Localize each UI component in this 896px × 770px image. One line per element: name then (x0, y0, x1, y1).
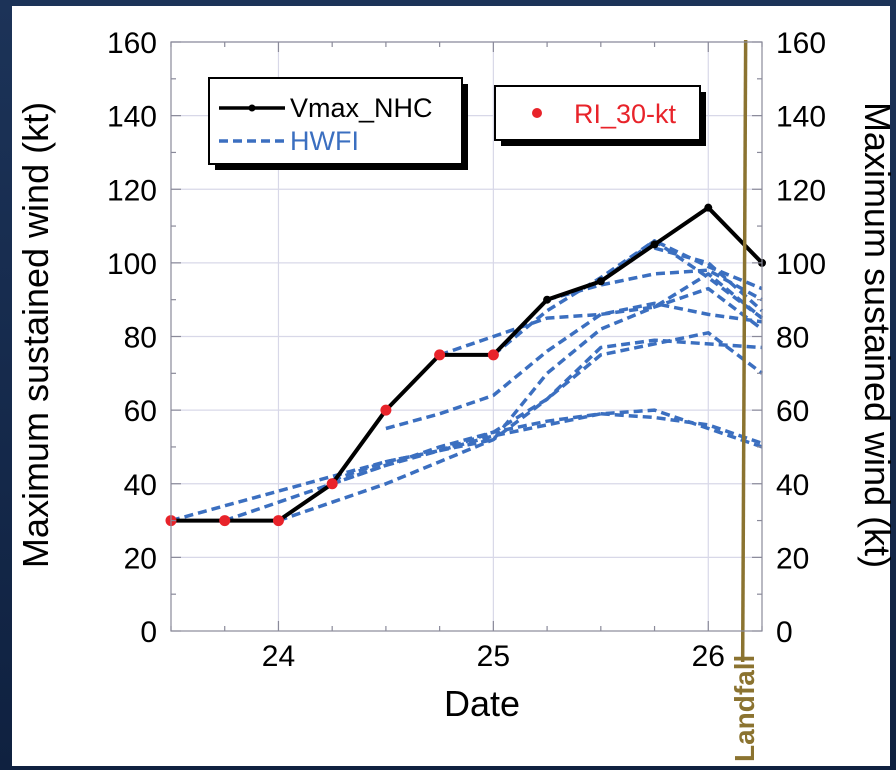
landfall-marker (740, 39, 748, 663)
y-tick-label-right: 140 (776, 101, 826, 134)
y-tick-label-right: 0 (776, 616, 793, 649)
y-tick-label-right: 120 (776, 174, 826, 207)
nhc-line (171, 205, 764, 523)
y-tick-label-left: 40 (124, 469, 157, 502)
legend-ri: RI_30-kt (494, 85, 706, 146)
hwfi-track-4 (331, 286, 764, 482)
x-tick-label: 24 (262, 640, 295, 673)
hwfi-track-2 (277, 338, 763, 523)
hwfi-track-5 (385, 301, 763, 431)
hwfi-track-8 (546, 268, 763, 302)
legend-ri-box (494, 85, 701, 141)
hwfi-tracks (170, 239, 764, 523)
y-tick-label-left: 140 (107, 101, 157, 134)
tick-labels: 0 0 20 20 40 40 60 60 80 80 100 100 120 120 140 140 160 1… (107, 27, 826, 673)
axes (170, 41, 763, 632)
ri-point (380, 404, 392, 416)
x-tick-label: 26 (692, 640, 725, 673)
ri-point (272, 515, 284, 527)
x-tick-label: 25 (477, 640, 510, 673)
legend-ri-marker (532, 108, 542, 118)
nhc-point (596, 277, 605, 286)
y-tick-label-right: 60 (776, 395, 809, 428)
ri-points (165, 349, 499, 527)
y-tick-label-left: 100 (107, 248, 157, 281)
legend-nhc-label: Vmax_NHC (290, 93, 433, 123)
hwfi-track-7 (492, 239, 764, 357)
ri-point (326, 478, 338, 490)
y-tick-label-left: 160 (107, 27, 157, 60)
legend-models-box (208, 77, 463, 165)
y-tick-label-left: 80 (124, 322, 157, 355)
x-axis-title: Date (444, 683, 520, 724)
y-tick-label-left: 0 (140, 616, 157, 649)
hwfi-track-0 (170, 408, 763, 523)
y-axis-title-left: Maximum sustained wind (kt) (15, 102, 56, 568)
landfall-label: Landfall (729, 655, 760, 762)
y-tick-label-right: 80 (776, 322, 809, 355)
legend-nhc-marker (248, 104, 256, 112)
nhc-point (543, 295, 552, 304)
y-tick-label-right: 160 (776, 27, 826, 60)
hwfi-track-3 (331, 331, 764, 486)
legend-ri-label: RI_30-kt (574, 99, 677, 129)
nhc-point (650, 240, 659, 249)
legend-models: Vmax_NHC HWFI (208, 77, 468, 170)
ri-point (487, 349, 499, 361)
y-tick-label-right: 100 (776, 248, 826, 281)
landfall-line (740, 39, 748, 663)
ri-point (434, 349, 446, 361)
y-tick-label-left: 60 (124, 395, 157, 428)
y-tick-label-left: 120 (107, 174, 157, 207)
y-tick-label-right: 20 (776, 542, 809, 575)
hwfi-track-6 (439, 272, 764, 357)
y-tick-label-right: 40 (776, 469, 809, 502)
y-tick-label-left: 20 (124, 542, 157, 575)
ri-point (219, 515, 231, 527)
legend-hwfi-label: HWFI (290, 126, 359, 156)
y-axis-title-right: Maximum sustained wind (kt) (857, 102, 896, 568)
nhc-point (704, 203, 713, 212)
